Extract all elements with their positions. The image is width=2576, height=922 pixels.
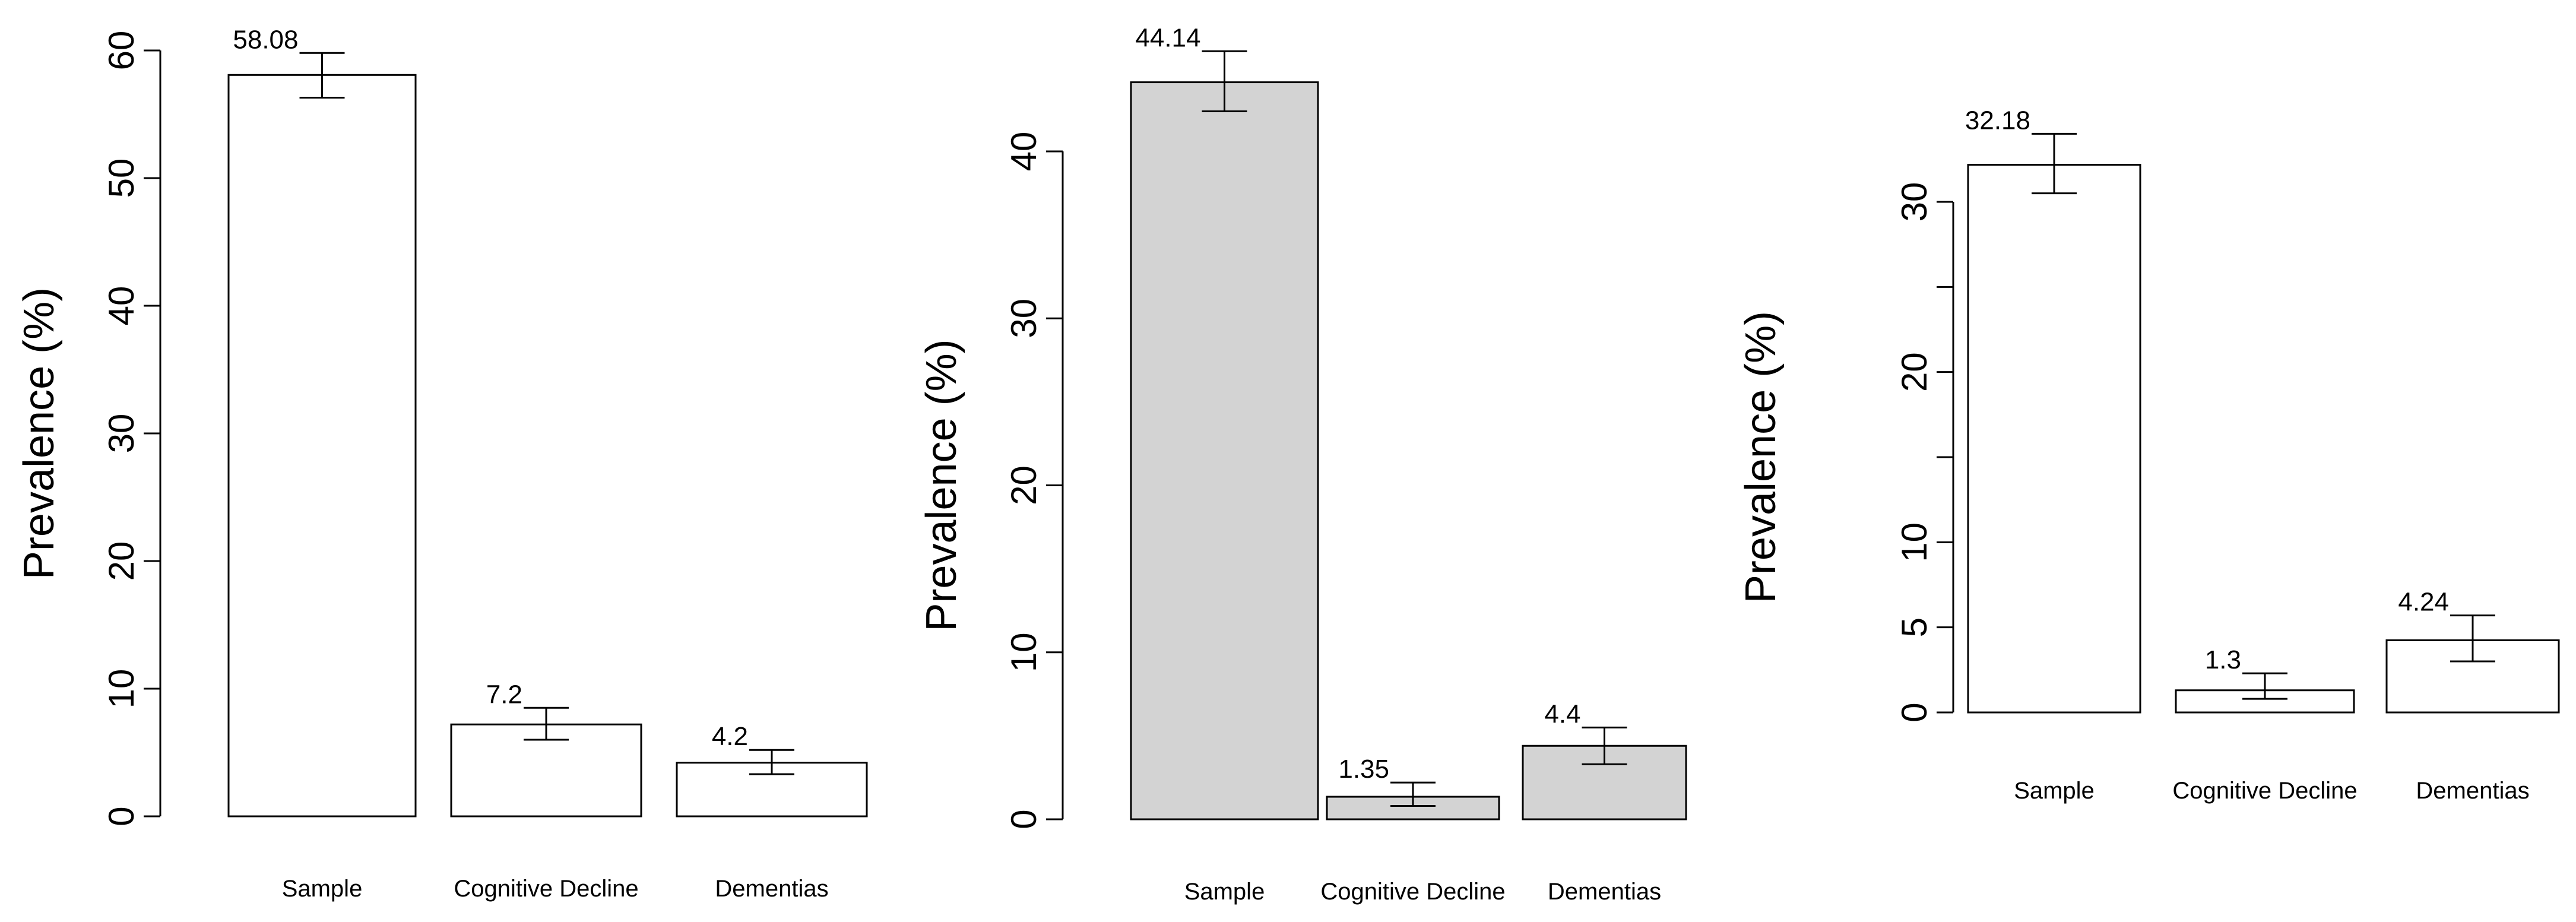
bar-cognitive-decline [1326,796,1500,820]
data-label: 44.14 [1135,23,1200,52]
category-label: Sample [2014,778,2095,804]
y-tick-label: 10 [102,669,141,709]
y-tick-label: 50 [102,159,141,198]
data-label: 1.3 [2205,645,2241,674]
y-tick-label: 40 [1004,132,1044,172]
category-label: Sample [282,876,363,902]
y-tick-label: 0 [102,806,141,826]
chart-1: 0 10 20 30 40 50 60 Prevalence (%) 58.08 Sample 7.… [15,25,868,902]
y-tick-label: 0 [1004,809,1044,829]
chart-2: 0 10 20 30 40 Prevalence (%) 44.14 Sample 1.35 Co… [918,23,1687,905]
category-label: Cognitive Decline [2172,778,2357,804]
y-tick-label: 30 [1894,182,1934,222]
category-label: Dementias [1548,879,1661,905]
bar-sample [227,74,417,818]
y-tick-label: 10 [1894,522,1934,562]
data-label: 58.08 [233,25,298,54]
category-label: Dementias [715,876,828,902]
y-tick-label: 0 [1894,702,1934,722]
y-tick-label: 30 [102,414,141,454]
bar-sample [1130,81,1319,820]
y-tick-label: 20 [1004,465,1044,505]
data-label: 1.35 [1338,755,1389,784]
y-tick-label: 30 [1004,299,1044,338]
y-tick-label: 20 [1894,352,1934,392]
data-label: 32.18 [1965,106,2030,135]
y-axis-label: Prevalence (%) [15,287,63,579]
category-label: Cognitive Decline [454,876,638,902]
data-label: 4.2 [712,722,748,751]
y-tick-label: 60 [102,31,141,71]
y-tick-label: 20 [102,541,141,581]
category-label: Sample [1184,879,1265,905]
y-tick-label: 10 [1004,632,1044,672]
category-label: Cognitive Decline [1320,879,1505,905]
data-label: 4.4 [1544,699,1580,728]
data-label: 7.2 [486,680,522,709]
y-tick-label: 40 [102,286,141,326]
data-label: 4.24 [2398,588,2449,617]
y-axis-label: Prevalence (%) [918,339,965,631]
y-axis-label: Prevalence (%) [1737,311,1785,603]
chart-3: 0 5 10 20 30 Prevalence (%) 32.18 Sample 1.3 Cogn… [1737,106,2560,804]
y-tick-label: 5 [1894,617,1934,637]
bar-sample [1967,164,2141,714]
category-label: Dementias [2416,778,2529,804]
